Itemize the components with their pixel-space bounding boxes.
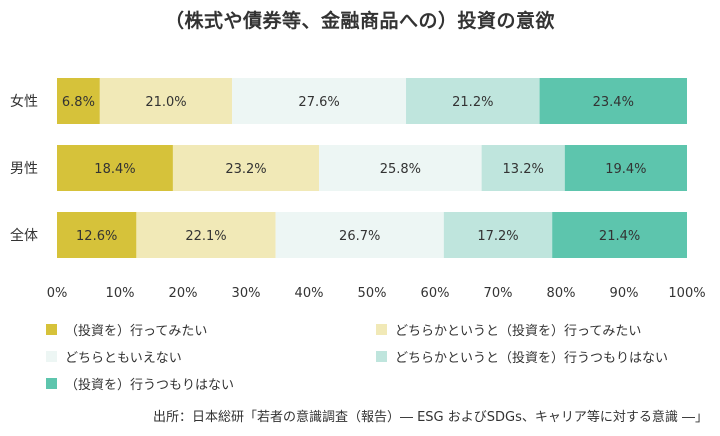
data-label: 13.2% xyxy=(503,162,544,177)
data-label: 26.7% xyxy=(339,229,380,244)
data-label: 21.0% xyxy=(145,95,186,110)
bar-segment xyxy=(564,145,687,191)
bar-segment xyxy=(232,78,407,124)
category-label: 女性 xyxy=(10,93,38,110)
source-note: 出所：日本総研「若者の意識調査（報告）― ESG およびSDGs、キャリア等に対… xyxy=(152,410,708,425)
bar-segment xyxy=(319,145,482,191)
bar-segment xyxy=(275,212,444,258)
legend-label: どちらかというと（投資を）行うつもりはない xyxy=(395,351,669,366)
bar-segment xyxy=(136,212,276,258)
x-tick-label: 80% xyxy=(547,286,576,301)
data-label: 17.2% xyxy=(477,229,518,244)
legend-item: （投資を）行うつもりはない xyxy=(46,374,234,393)
x-tick-label: 50% xyxy=(358,286,387,301)
legend-swatch xyxy=(376,351,387,362)
category-label: 男性 xyxy=(10,161,38,177)
legend-label: どちらかというと（投資を）行ってみたい xyxy=(395,324,642,339)
bar-segment xyxy=(57,78,100,124)
bar-segment xyxy=(481,145,565,191)
legend-item: どちらかというと（投資を）行ってみたい xyxy=(376,320,641,339)
x-tick-label: 100% xyxy=(668,286,705,301)
x-tick-label: 10% xyxy=(106,286,135,301)
data-label: 6.8% xyxy=(62,95,95,110)
legend-label: どちらともいえない xyxy=(65,351,182,366)
data-label: 18.4% xyxy=(94,162,135,177)
legend-swatch xyxy=(46,351,57,362)
legend-swatch xyxy=(376,324,387,335)
x-tick-label: 0% xyxy=(47,286,68,301)
category-label: 全体 xyxy=(10,227,38,244)
chart-title: （株式や債券等、金融商品への）投資の意欲 xyxy=(164,10,555,32)
bar-segment xyxy=(99,78,233,124)
legend-item: （投資を）行ってみたい xyxy=(46,320,207,339)
bar-segment xyxy=(552,212,687,258)
legend-item: どちらかというと（投資を）行うつもりはない xyxy=(376,347,668,366)
x-tick-label: 40% xyxy=(295,286,324,301)
data-label: 27.6% xyxy=(298,95,339,110)
data-label: 22.1% xyxy=(185,229,226,244)
bar-segment xyxy=(172,145,320,191)
legend-item: どちらともいえない xyxy=(46,347,182,366)
x-tick-label: 90% xyxy=(610,286,639,301)
data-label: 21.2% xyxy=(452,95,493,110)
bar-segment xyxy=(57,212,137,258)
bar-segment xyxy=(443,212,553,258)
x-tick-label: 60% xyxy=(421,286,450,301)
data-label: 12.6% xyxy=(76,229,117,244)
bar-segment xyxy=(539,78,687,124)
data-label: 23.2% xyxy=(225,162,266,177)
x-tick-label: 20% xyxy=(169,286,198,301)
x-tick-label: 70% xyxy=(484,286,513,301)
legend-swatch xyxy=(46,324,57,335)
bar-segment xyxy=(57,145,173,191)
legend-swatch xyxy=(46,378,57,389)
x-tick-label: 30% xyxy=(232,286,261,301)
data-label: 25.8% xyxy=(380,162,421,177)
data-label: 23.4% xyxy=(593,95,634,110)
legend-label: （投資を）行うつもりはない xyxy=(65,378,235,393)
data-label: 21.4% xyxy=(599,229,640,244)
legend-label: （投資を）行ってみたい xyxy=(65,324,208,339)
bar-segment xyxy=(406,78,540,124)
data-label: 19.4% xyxy=(605,162,646,177)
